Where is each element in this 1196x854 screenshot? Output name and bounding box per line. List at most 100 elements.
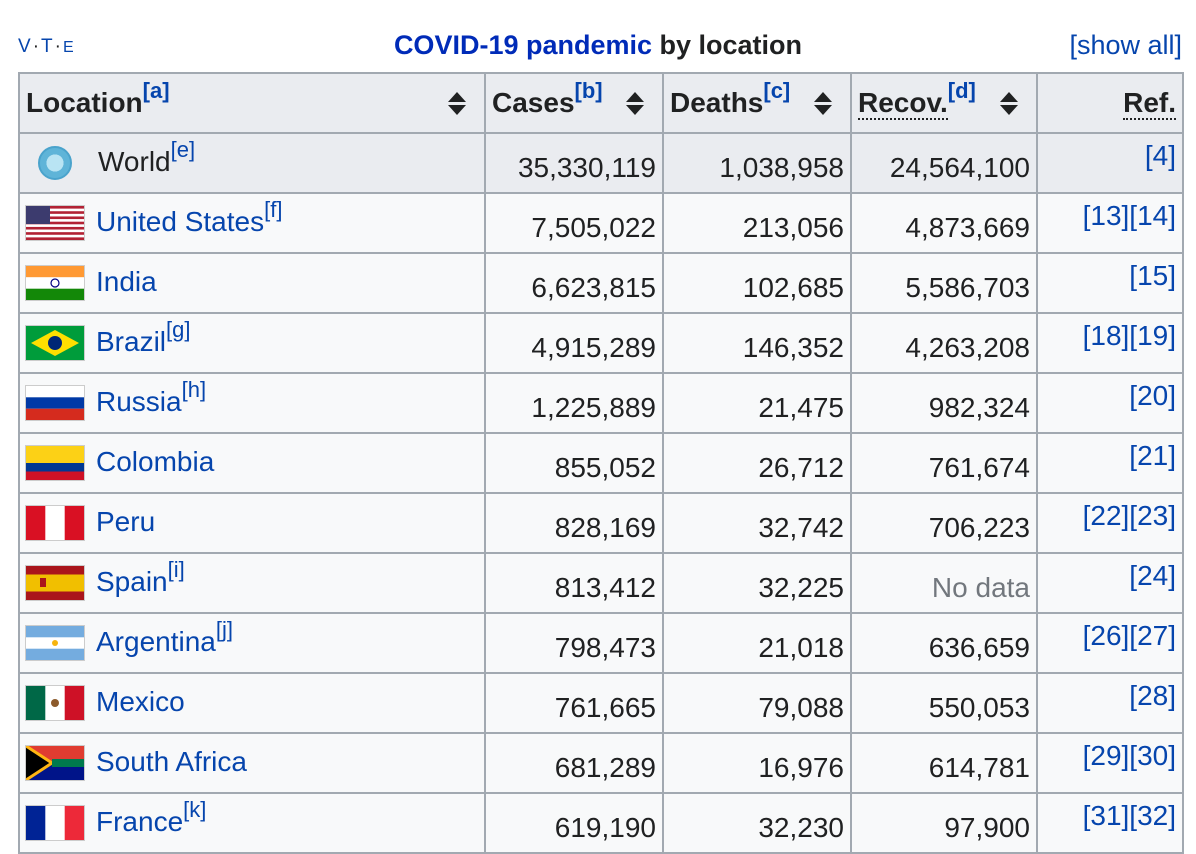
location-note[interactable]: [k]	[183, 796, 207, 822]
location-note[interactable]: [h]	[181, 376, 207, 402]
talk-template-link[interactable]: T	[41, 36, 54, 57]
cell-location: United States[f]	[18, 192, 486, 254]
france-flag-icon[interactable]	[26, 806, 84, 841]
header-cases[interactable]: Cases[b]	[484, 72, 664, 134]
russia-flag-icon[interactable]	[26, 386, 84, 421]
cell-ref[interactable]: [13][14]	[1036, 192, 1184, 254]
cell-ref[interactable]: [21]	[1036, 432, 1184, 494]
view-template-link[interactable]: V	[18, 36, 32, 57]
cell-recovered: 4,263,208	[850, 312, 1038, 374]
cell-recovered: 982,324	[850, 372, 1038, 434]
cell-ref[interactable]: [24]	[1036, 552, 1184, 614]
location-link[interactable]: France	[96, 805, 184, 837]
location-link[interactable]: Argentina	[96, 625, 216, 657]
location-link[interactable]: India	[96, 265, 157, 297]
cell-recovered: 614,781	[850, 732, 1038, 794]
south-africa-flag-icon[interactable]	[26, 746, 84, 781]
location-note[interactable]: [i]	[167, 556, 185, 582]
header-deaths[interactable]: Deaths[c]	[662, 72, 852, 134]
header-deaths-label: Deaths	[670, 87, 764, 118]
cell-location: Peru	[18, 492, 486, 554]
sort-icon[interactable]	[814, 92, 832, 116]
location-link[interactable]: Peru	[96, 505, 156, 537]
location-note[interactable]: [g]	[166, 316, 191, 342]
cell-ref[interactable]: [26][27]	[1036, 612, 1184, 674]
location-link[interactable]: Colombia	[96, 445, 215, 477]
table-row: Peru 828,169 32,742 706,223 [22][23]	[18, 492, 1184, 554]
cell-recovered: 97,900	[850, 792, 1038, 854]
cell-cases: 35,330,119	[484, 132, 664, 194]
cell-cases: 619,190	[484, 792, 664, 854]
note-c[interactable]: [c]	[763, 78, 791, 103]
table-row: France[k] 619,190 32,230 97,900 [31][32]	[18, 792, 1184, 854]
table-row: Mexico 761,665 79,088 550,053 [28]	[18, 672, 1184, 734]
note-a[interactable]: [a]	[142, 78, 170, 103]
cell-location: Colombia	[18, 432, 486, 494]
cell-ref[interactable]: [18][19]	[1036, 312, 1184, 374]
location-name: World	[98, 145, 171, 177]
show-all-link[interactable]: [show all]	[1069, 30, 1182, 60]
mexico-flag-icon[interactable]	[26, 686, 84, 721]
cell-cases: 761,665	[484, 672, 664, 734]
note-d[interactable]: [d]	[947, 78, 976, 103]
sort-icon[interactable]	[448, 92, 466, 116]
cell-cases: 855,052	[484, 432, 664, 494]
cell-deaths: 21,018	[662, 612, 852, 674]
location-link[interactable]: South Africa	[96, 745, 247, 777]
cell-deaths: 102,685	[662, 252, 852, 314]
brazil-flag-icon[interactable]	[26, 326, 84, 361]
cell-deaths: 213,056	[662, 192, 852, 254]
location-note[interactable]: [f]	[264, 196, 283, 222]
cell-cases: 828,169	[484, 492, 664, 554]
cell-ref[interactable]: [28]	[1036, 672, 1184, 734]
table-row: India 6,623,815 102,685 5,586,703 [15]	[18, 252, 1184, 314]
location-link[interactable]: Mexico	[96, 685, 185, 717]
cell-cases: 813,412	[484, 552, 664, 614]
cell-deaths: 1,038,958	[662, 132, 852, 194]
cell-cases: 7,505,022	[484, 192, 664, 254]
edit-template-link[interactable]: E	[62, 39, 75, 56]
cell-cases: 681,289	[484, 732, 664, 794]
sort-icon[interactable]	[626, 92, 644, 116]
header-ref: Ref.	[1036, 72, 1184, 134]
location-link[interactable]: Brazil	[96, 325, 167, 357]
header-recov-label: Recov.	[858, 87, 948, 120]
header-recovered[interactable]: Recov.[d]	[850, 72, 1038, 134]
india-flag-icon[interactable]	[26, 266, 84, 301]
caption-link[interactable]: COVID-19 pandemic	[393, 30, 653, 60]
cell-deaths: 32,742	[662, 492, 852, 554]
cell-deaths: 32,225	[662, 552, 852, 614]
cell-cases: 4,915,289	[484, 312, 664, 374]
location-link[interactable]: Spain	[96, 565, 168, 597]
cell-recovered: 636,659	[850, 612, 1038, 674]
us-flag-icon[interactable]	[26, 206, 84, 241]
cell-deaths: 26,712	[662, 432, 852, 494]
cell-location: Argentina[j]	[18, 612, 486, 674]
cell-location: World[e]	[18, 132, 486, 194]
cell-recovered: No data	[850, 552, 1038, 614]
table-row: Colombia 855,052 26,712 761,674 [21]	[18, 432, 1184, 494]
table-row: World[e] 35,330,119 1,038,958 24,564,100 [4]	[18, 132, 1184, 194]
location-link[interactable]: Russia	[96, 385, 182, 417]
sort-icon[interactable]	[1000, 92, 1018, 116]
cell-location: Brazil[g]	[18, 312, 486, 374]
note-b[interactable]: [b]	[574, 78, 603, 103]
cell-ref[interactable]: [4]	[1036, 132, 1184, 194]
location-note[interactable]: [e]	[170, 136, 196, 162]
cell-ref[interactable]: [22][23]	[1036, 492, 1184, 554]
header-location[interactable]: Location[a]	[18, 72, 486, 134]
dot-separator: ·	[32, 36, 41, 57]
location-link[interactable]: United States	[96, 205, 265, 237]
covid-table: Location[a] Cases[b] Deaths[c] Recov.[d]…	[18, 72, 1184, 854]
spain-flag-icon[interactable]	[26, 566, 84, 601]
argentina-flag-icon[interactable]	[26, 626, 84, 661]
table-row: Brazil[g] 4,915,289 146,352 4,263,208 [18][1…	[18, 312, 1184, 374]
cell-cases: 798,473	[484, 612, 664, 674]
colombia-flag-icon[interactable]	[26, 446, 84, 481]
cell-ref[interactable]: [20]	[1036, 372, 1184, 434]
cell-ref[interactable]: [15]	[1036, 252, 1184, 314]
cell-ref[interactable]: [29][30]	[1036, 732, 1184, 794]
location-note[interactable]: [j]	[215, 616, 233, 642]
peru-flag-icon[interactable]	[26, 506, 84, 541]
cell-ref[interactable]: [31][32]	[1036, 792, 1184, 854]
